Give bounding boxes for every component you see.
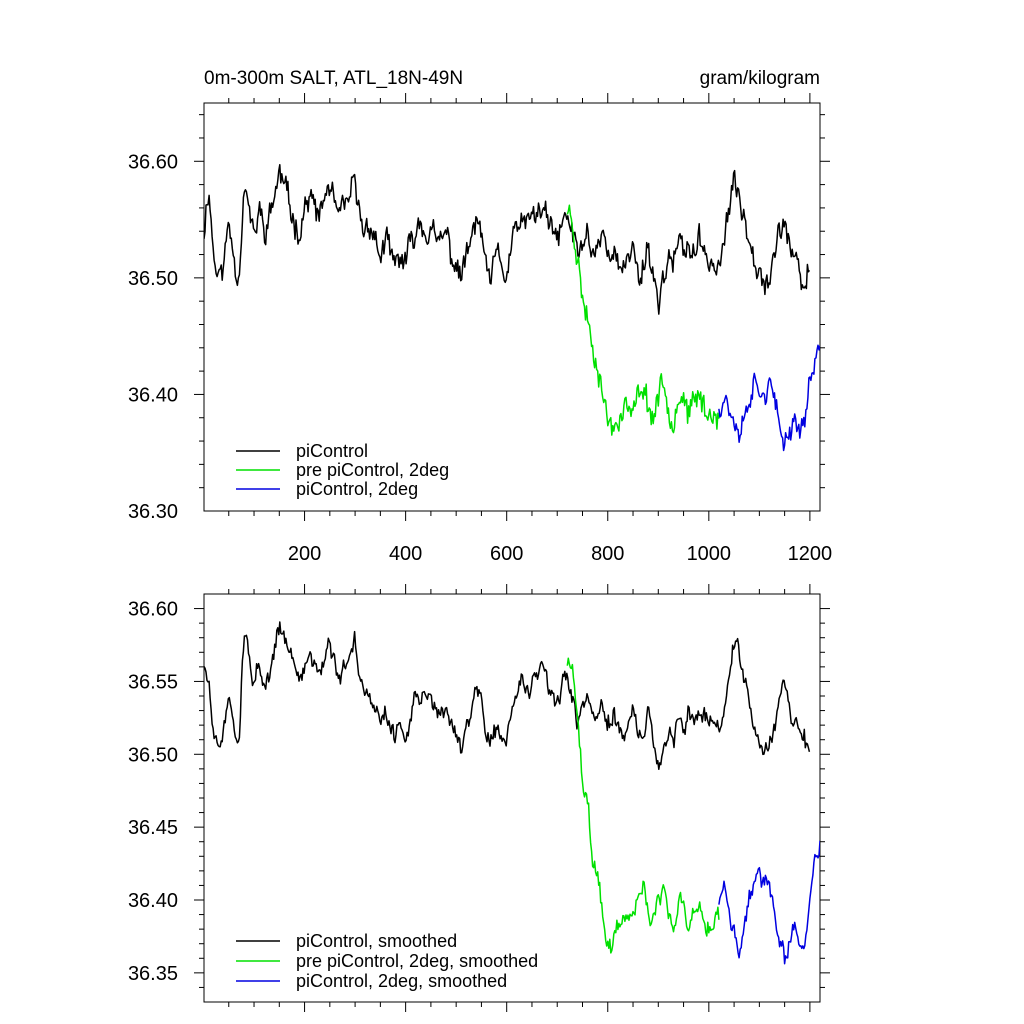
top-legend-label-0: piControl bbox=[296, 441, 368, 461]
bottom-series-group bbox=[204, 621, 820, 965]
top-x-tick-label: 400 bbox=[389, 543, 422, 565]
top-series-line-2 bbox=[718, 344, 820, 452]
top-x-tick-label: 800 bbox=[591, 543, 624, 565]
top-x-tick-label: 1200 bbox=[788, 543, 833, 565]
bottom-series-line-0 bbox=[204, 621, 811, 771]
bottom-y-tick-label: 36.40 bbox=[128, 890, 178, 912]
bottom-legend-label-1: pre piControl, 2deg, smoothed bbox=[296, 951, 538, 971]
top-legend-label-2: piControl, 2deg bbox=[296, 479, 418, 499]
bottom-series-line-2 bbox=[718, 840, 820, 965]
bottom-y-tick-label: 36.45 bbox=[128, 817, 178, 839]
top-x-tick-label: 200 bbox=[288, 543, 321, 565]
top-y-tick-label: 36.30 bbox=[128, 501, 178, 523]
bottom-axis-ticks: 36.35 36.40 36.45 36.50 36.55 36.60 bbox=[128, 584, 830, 1012]
top-chart-units: gram/kilogram bbox=[700, 68, 820, 89]
top-axis-ticks: 36.30 36.40 36.50 36.60 200 400 600 800 1000 1200 bbox=[128, 93, 832, 565]
top-legend-label-1: pre piControl, 2deg bbox=[296, 460, 449, 480]
top-chart-title: 0m-300m SALT, ATL_18N-49N bbox=[204, 68, 463, 89]
top-y-tick-label: 36.60 bbox=[128, 151, 178, 173]
top-y-tick-label: 36.40 bbox=[128, 384, 178, 406]
top-series-line-0 bbox=[204, 163, 811, 315]
top-series-line-1 bbox=[566, 204, 720, 436]
top-x-tick-label: 600 bbox=[490, 543, 523, 565]
top-plot-frame bbox=[203, 102, 821, 512]
bottom-legend-label-0: piControl, smoothed bbox=[296, 931, 457, 951]
bottom-y-tick-label: 36.55 bbox=[128, 671, 178, 693]
bottom-y-tick-label: 36.60 bbox=[128, 599, 178, 621]
bottom-series-line-1 bbox=[566, 657, 720, 954]
top-series-group bbox=[204, 163, 820, 452]
bottom-legend-label-2: piControl, 2deg, smoothed bbox=[296, 971, 507, 991]
bottom-y-tick-label: 36.35 bbox=[128, 963, 178, 985]
top-x-tick-label: 1000 bbox=[687, 543, 732, 565]
top-y-tick-label: 36.50 bbox=[128, 268, 178, 290]
bottom-y-tick-label: 36.50 bbox=[128, 744, 178, 766]
